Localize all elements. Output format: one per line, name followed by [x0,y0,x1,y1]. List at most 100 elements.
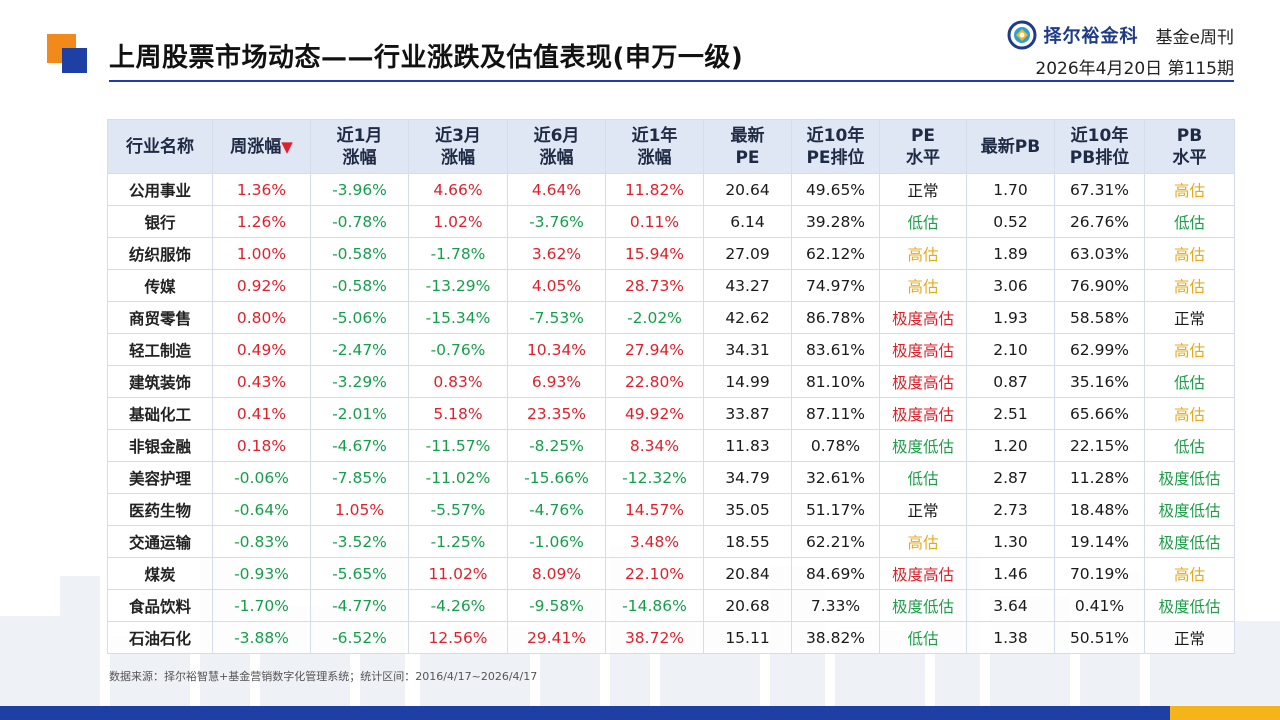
table-row: 美容护理 -0.06% -7.85% -11.02% -15.66% -12.32% 34.… [107,461,1235,494]
cell-1m-change: -3.52% [310,525,409,558]
cell-3m-change: -15.34% [408,301,508,334]
column-header-label: 近10年 PB排位 [1069,125,1130,168]
column-header-label: 近3月 涨幅 [435,125,481,168]
brand-row: 择尔裕金科 基金e周刊 [1007,20,1234,50]
cell-3m-change: 4.66% [408,173,508,206]
cell-pe-10y-rank: 0.78% [791,429,880,462]
cell-pb-level: 高估 [1144,237,1235,270]
cell-industry: 银行 [107,205,213,238]
publication-name: 基金e周刊 [1155,27,1234,48]
cell-pb-10y-rank: 67.31% [1054,173,1145,206]
cell-industry: 美容护理 [107,461,213,494]
cell-pe-level: 高估 [879,237,967,270]
cell-latest-pe: 14.99 [703,365,792,398]
cell-1m-change: -2.01% [310,397,409,430]
column-header-6m-change: 近6月 涨幅 [507,119,606,174]
cell-3m-change: -11.02% [408,461,508,494]
cell-3m-change: 11.02% [408,557,508,590]
cell-latest-pe: 20.68 [703,589,792,622]
cell-week-change: 0.41% [212,397,311,430]
cell-6m-change: -9.58% [507,589,606,622]
column-header-label: 近1年 涨幅 [631,125,678,168]
column-header-pb-10y-rank: 近10年 PB排位 [1054,119,1145,174]
cell-6m-change: 8.09% [507,557,606,590]
cell-industry: 交通运输 [107,525,213,558]
cell-latest-pe: 18.55 [703,525,792,558]
cell-pe-level: 正常 [879,173,967,206]
column-header-label: 行业名称 [126,136,194,157]
cell-week-change: 1.36% [212,173,311,206]
column-header-label: PE 水平 [906,125,940,168]
cell-pb-level: 高估 [1144,173,1235,206]
sort-desc-icon[interactable]: ▼ [281,137,293,156]
cell-week-change: -3.88% [212,621,311,654]
cell-pe-10y-rank: 83.61% [791,333,880,366]
issue-date-line: 2026年4月20日 第115期 [1035,59,1234,79]
cell-latest-pb: 2.87 [966,461,1055,494]
column-header-label: 近10年 PE排位 [806,125,865,168]
cell-6m-change: 3.62% [507,237,606,270]
cell-pb-10y-rank: 65.66% [1054,397,1145,430]
cell-pe-level: 极度高估 [879,557,967,590]
cell-latest-pb: 2.10 [966,333,1055,366]
table-row: 纺织服饰 1.00% -0.58% -1.78% 3.62% 15.94% 27.09 62.… [107,237,1235,270]
cell-1m-change: -3.96% [310,173,409,206]
cell-3m-change: 0.83% [408,365,508,398]
cell-pe-level: 极度高估 [879,333,967,366]
cell-1y-change: 38.72% [605,621,704,654]
cell-1m-change: -4.67% [310,429,409,462]
cell-week-change: 0.80% [212,301,311,334]
table-row: 石油石化 -3.88% -6.52% 12.56% 29.41% 38.72% 15.11 3… [107,621,1235,654]
cell-1m-change: -5.06% [310,301,409,334]
cell-pe-level: 正常 [879,493,967,526]
cell-week-change: 0.18% [212,429,311,462]
column-header-latest-pe: 最新 PE [703,119,792,174]
cell-week-change: 1.00% [212,237,311,270]
cell-3m-change: -11.57% [408,429,508,462]
table-row: 公用事业 1.36% -3.96% 4.66% 4.64% 11.82% 20.64 49.6… [107,173,1235,206]
industry-table-container: 行业名称 周涨幅▼ 近1月 涨幅 近3月 涨幅 近6月 涨幅 近1年 涨幅 最新 PE 近10… [107,119,1235,654]
table-row: 传媒 0.92% -0.58% -13.29% 4.05% 28.73% 43.27 74.9… [107,269,1235,302]
cell-week-change: 1.26% [212,205,311,238]
cell-1m-change: -0.58% [310,269,409,302]
cell-pe-level: 低估 [879,205,967,238]
cell-latest-pe: 15.11 [703,621,792,654]
column-header-latest-pb: 最新PB [966,119,1055,174]
cell-1y-change: 28.73% [605,269,704,302]
column-header-1y-change: 近1年 涨幅 [605,119,704,174]
cell-pe-10y-rank: 7.33% [791,589,880,622]
cell-pe-10y-rank: 81.10% [791,365,880,398]
cell-1m-change: 1.05% [310,493,409,526]
cell-latest-pe: 11.83 [703,429,792,462]
cell-industry: 基础化工 [107,397,213,430]
cell-6m-change: 29.41% [507,621,606,654]
cell-pb-10y-rank: 76.90% [1054,269,1145,302]
bottom-blue-bar [0,706,1170,720]
cell-1y-change: 22.10% [605,557,704,590]
cell-latest-pb: 1.89 [966,237,1055,270]
column-header-pe-10y-rank: 近10年 PE排位 [791,119,880,174]
cell-industry: 公用事业 [107,173,213,206]
cell-1m-change: -7.85% [310,461,409,494]
brand-logo-icon [1007,20,1037,50]
cell-pb-10y-rank: 19.14% [1054,525,1145,558]
cell-pb-level: 极度低估 [1144,461,1235,494]
cell-industry: 食品饮料 [107,589,213,622]
cell-pe-10y-rank: 62.21% [791,525,880,558]
cell-pe-10y-rank: 49.65% [791,173,880,206]
cell-pb-level: 极度低估 [1144,493,1235,526]
cell-latest-pb: 1.70 [966,173,1055,206]
cell-6m-change: -3.76% [507,205,606,238]
cell-pb-10y-rank: 26.76% [1054,205,1145,238]
cell-week-change: 0.43% [212,365,311,398]
cell-industry: 传媒 [107,269,213,302]
cell-pb-level: 高估 [1144,269,1235,302]
cell-3m-change: 1.02% [408,205,508,238]
cell-industry: 石油石化 [107,621,213,654]
table-row: 商贸零售 0.80% -5.06% -15.34% -7.53% -2.02% 42.62 8… [107,301,1235,334]
cell-pb-10y-rank: 70.19% [1054,557,1145,590]
cell-1y-change: 0.11% [605,205,704,238]
column-header-week-change[interactable]: 周涨幅▼ [212,119,311,174]
cell-latest-pb: 2.51 [966,397,1055,430]
cell-6m-change: -1.06% [507,525,606,558]
